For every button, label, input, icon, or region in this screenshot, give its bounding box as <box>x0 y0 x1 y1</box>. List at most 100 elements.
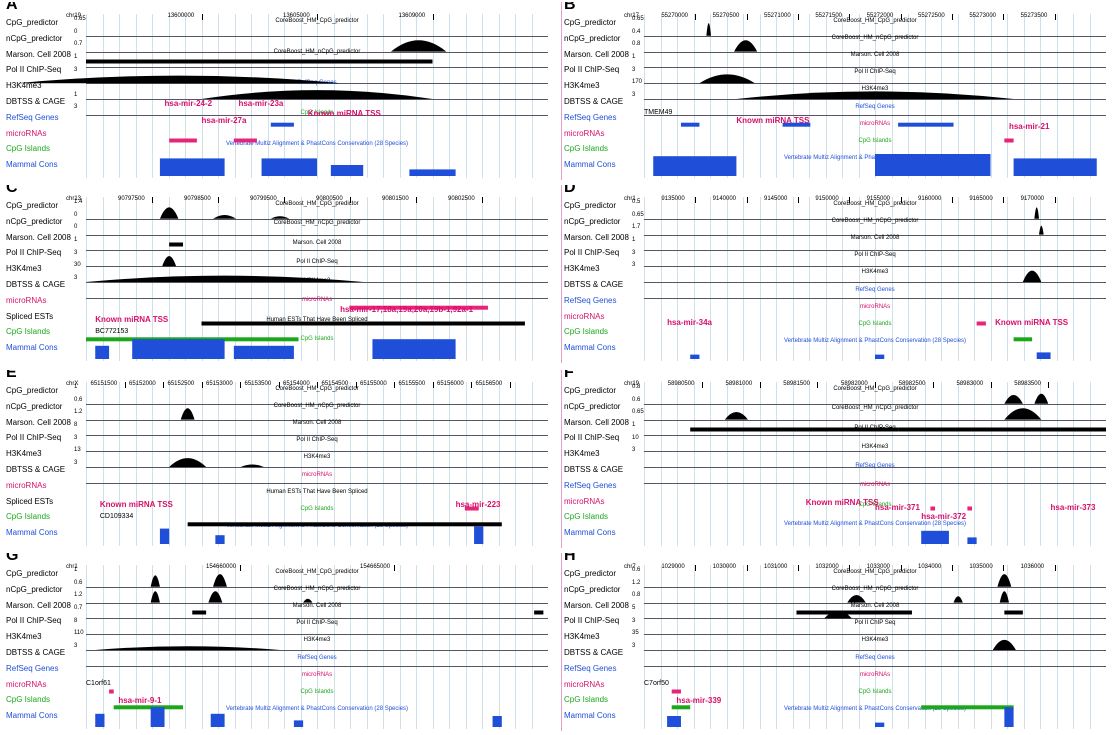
feature-bar <box>796 610 912 615</box>
gridline <box>1007 14 1008 178</box>
coordinate-tick <box>849 197 851 203</box>
chromosome-label: chrX <box>66 381 79 387</box>
track-title: Human ESTs That Have Been Spliced <box>266 488 368 495</box>
track-baseline <box>86 266 548 268</box>
conservation-block <box>690 354 700 359</box>
axis-scale: 0.6 <box>74 396 83 403</box>
gridline <box>792 565 794 729</box>
gridline <box>776 565 777 729</box>
coordinate-label: 58982000 <box>841 381 868 387</box>
coordinate-label: 9155000 <box>866 196 891 202</box>
gridline <box>759 382 761 546</box>
gridline <box>1089 14 1091 178</box>
conservation-block <box>875 154 991 176</box>
coordinate-label: 90801500 <box>382 196 409 202</box>
axis-scale: 3 <box>74 274 78 281</box>
gridline <box>152 382 153 546</box>
gridline <box>498 382 500 546</box>
track-label: microRNAs <box>564 496 605 506</box>
track-title: microRNAs <box>301 471 333 478</box>
gridline <box>284 565 285 729</box>
mirna-annotation: hsa-mir-21 <box>1008 122 1050 132</box>
gridline <box>693 197 695 361</box>
gridline <box>759 14 761 178</box>
gridline <box>498 14 500 178</box>
track-title: RefSeq Genes <box>855 654 895 661</box>
axis-scale: 1 <box>74 91 78 98</box>
track-label: DBTSS & CAGE <box>564 97 624 106</box>
gridline <box>660 197 662 361</box>
coordinate-label: 9135000 <box>661 196 685 202</box>
conservation-block <box>409 169 456 176</box>
track-label: H3K4me3 <box>564 264 600 274</box>
coordinate-label: 154660000 <box>206 564 237 570</box>
coordinate-label: 58982500 <box>898 381 926 387</box>
track-label: H3K4me3 <box>6 632 42 642</box>
gridline <box>974 197 975 361</box>
track-baseline <box>86 451 548 453</box>
gridline <box>135 382 137 546</box>
gridline <box>531 382 533 546</box>
signal-peak <box>997 574 1012 587</box>
coordinate-label: 55271500 <box>815 13 843 19</box>
track-baseline <box>644 218 1106 220</box>
mirna-annotation: hsa-mir-373 <box>1050 503 1096 513</box>
track-baseline <box>644 586 1106 588</box>
gridline <box>891 565 893 729</box>
coordinate-tick <box>759 382 761 388</box>
coordinate-tick <box>471 382 472 388</box>
panel-label: D <box>564 185 576 196</box>
gridline <box>644 382 645 546</box>
feature-bar <box>464 506 479 511</box>
gridline <box>300 382 302 546</box>
track-label: Marson. Cell 2008 <box>564 417 629 427</box>
conservation-block <box>372 339 456 359</box>
track-baseline <box>86 650 548 651</box>
coordinate-label: 65153000 <box>206 381 233 387</box>
gridline <box>1007 197 1008 361</box>
coordinate-label: 90800500 <box>316 196 343 202</box>
feature-bar <box>233 138 257 143</box>
signal-peak <box>162 256 177 267</box>
panel-f: F CpG_predictor nCpG_predictor Marson. Cell… <box>561 370 1110 548</box>
track-label: Marson. Cell 2008 <box>6 232 71 242</box>
track-baseline <box>86 467 548 468</box>
signal-peak <box>847 595 866 603</box>
axis-scale: 0.8 <box>632 41 641 48</box>
gridline <box>333 197 335 361</box>
coordinate-tick <box>163 382 164 388</box>
gridline <box>531 197 533 361</box>
coordinate-label: 1030000 <box>712 564 737 570</box>
signal-peak <box>1034 207 1040 219</box>
coordinate-label: 58980500 <box>667 381 695 387</box>
track-label: nCpG_predictor <box>564 33 621 43</box>
track-label: DBTSS & CAGE <box>6 280 66 289</box>
gridline <box>432 382 434 546</box>
track-baseline <box>86 665 548 667</box>
gridline <box>693 14 695 178</box>
track-baseline <box>86 99 548 100</box>
gridline <box>168 14 170 178</box>
coordinate-label: 1032000 <box>815 564 839 570</box>
mirna-annotation: hsa-mir-223 <box>455 500 501 510</box>
track-title: CoreBoost_HM_nCpG_predictor <box>273 586 361 593</box>
gridline <box>350 197 351 361</box>
coordinate-label: 9160000 <box>918 196 942 202</box>
gridline <box>102 14 104 178</box>
track-title: CoreBoost_HM_CpG_predictor <box>833 18 917 24</box>
track-baseline <box>644 634 1106 636</box>
coordinate-tick <box>746 14 748 20</box>
gridline <box>990 197 992 361</box>
track-title: CoreBoost_HM_nCpG_predictor <box>831 218 919 225</box>
signal-peak <box>1039 225 1044 235</box>
coordinate-tick <box>317 14 318 20</box>
gridline <box>825 197 827 361</box>
coordinate-tick <box>900 197 902 203</box>
axis-scale: 3 <box>74 434 78 441</box>
track-baseline <box>86 35 548 37</box>
coordinate-label: 90799500 <box>250 196 277 202</box>
gridline <box>825 382 827 546</box>
panel-d: D CpG_predictor nCpG_predictor Marson. Cell… <box>561 185 1110 363</box>
axis-scale: 1.2 <box>632 579 641 586</box>
coordinate-tick <box>350 197 351 203</box>
